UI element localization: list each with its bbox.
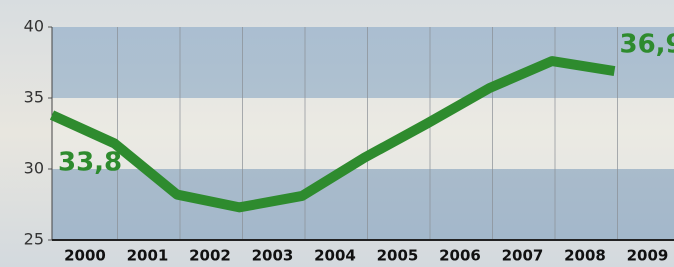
data-label: 36,9 xyxy=(620,30,674,60)
band xyxy=(52,169,674,240)
x-tick-label: 2004 xyxy=(314,247,356,265)
y-tick-label: 35 xyxy=(24,88,44,107)
y-tick-label: 25 xyxy=(24,230,44,249)
chart: 25 30 35 40 2000 2001 2002 2003 2004 2005 2006 2007… xyxy=(0,0,674,267)
x-tick-label: 2001 xyxy=(127,247,169,265)
x-tick-label: 2008 xyxy=(564,247,606,265)
x-tick-label: 2007 xyxy=(502,247,544,265)
y-tick-label: 40 xyxy=(24,17,44,36)
data-label: 33,8 xyxy=(58,148,122,178)
x-tick-label: 2000 xyxy=(64,247,106,265)
x-tick-label: 2003 xyxy=(252,247,294,265)
y-tick-label: 30 xyxy=(24,159,44,178)
x-tick-label: 2006 xyxy=(439,247,481,265)
x-tick-label: 2005 xyxy=(377,247,419,265)
x-tick-label: 2009 xyxy=(627,247,669,265)
x-tick-label: 2002 xyxy=(189,247,231,265)
